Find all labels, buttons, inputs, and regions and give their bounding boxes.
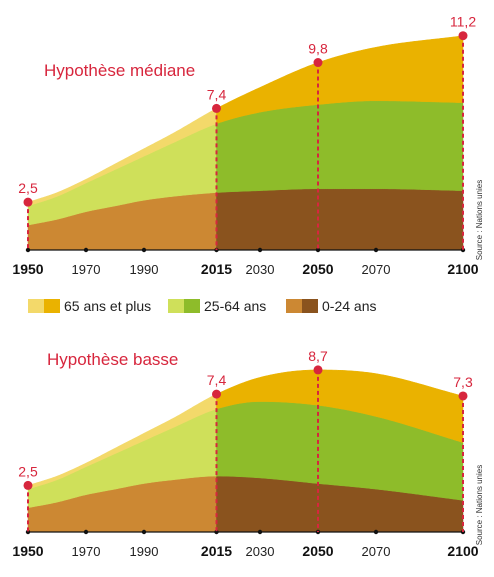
value-marker-dot (212, 103, 221, 113)
x-tick-dot (257, 247, 263, 253)
x-tick-label: 1970 (72, 262, 101, 277)
value-label: 9,8 (308, 41, 328, 57)
legend: 65 ans et plus 25-64 ans 0-24 ans (28, 298, 376, 314)
source-note: Source : Nations unies (475, 465, 484, 546)
chart-median: 1950 1970 1990 2015 2030 2050 2070 2100 2,5 7,4 9,… (12, 14, 484, 277)
legend-label: 0-24 ans (322, 298, 376, 314)
legend-label: 65 ans et plus (64, 298, 151, 314)
area-young-projection (216, 188, 464, 251)
value-label: 2,5 (18, 463, 38, 479)
value-marker-dot (458, 31, 468, 41)
x-tick-dot (373, 529, 379, 535)
x-tick-dot (25, 247, 31, 253)
x-tick-label: 2050 (302, 261, 333, 277)
x-tick-label: 2015 (201, 261, 232, 277)
x-tick-label: 2015 (201, 543, 232, 559)
x-tick-label: 1970 (72, 544, 101, 559)
area-old-projection (216, 369, 464, 443)
source-note: Source : Nations unies (475, 180, 484, 261)
value-label: 7,4 (207, 86, 227, 102)
value-label: 8,7 (308, 348, 328, 364)
legend-swatch-25-64-light (168, 299, 184, 313)
x-tick-dot (83, 247, 89, 253)
x-tick-dot (257, 529, 263, 535)
x-tick-dot (214, 529, 219, 535)
value-marker-dot (23, 197, 33, 207)
x-tick-dot (315, 247, 321, 253)
value-marker-dot (212, 389, 221, 399)
x-tick-label: 2030 (246, 262, 275, 277)
x-tick-label: 2050 (302, 543, 333, 559)
x-tick-label: 1990 (130, 544, 159, 559)
value-marker-dot (313, 365, 323, 375)
chart-title: Hypothèse médiane (44, 61, 195, 80)
x-tick-label: 2100 (447, 543, 478, 559)
x-tick-label: 1950 (12, 543, 43, 559)
value-marker-dot (313, 58, 323, 68)
x-tick-label: 2070 (362, 544, 391, 559)
value-label: 2,5 (18, 180, 38, 196)
x-tick-dot (83, 529, 89, 535)
x-tick-dot (460, 247, 466, 253)
chart-title: Hypothèse basse (47, 350, 178, 369)
x-tick-label: 2100 (447, 261, 478, 277)
x-tick-dot (373, 247, 379, 253)
legend-label: 25-64 ans (204, 298, 266, 314)
legend-swatch-0-24-light (286, 299, 302, 313)
value-label: 11,2 (450, 14, 476, 30)
value-label: 7,4 (207, 372, 227, 388)
legend-swatch-65-plus-light (28, 299, 44, 313)
chart-low: 1950 1970 1990 2015 2030 2050 2070 2100 2,5 7,4 8,… (12, 348, 484, 559)
legend-swatch-65-plus-dark (44, 299, 60, 313)
x-tick-label: 1950 (12, 261, 43, 277)
legend-swatch-25-64-dark (184, 299, 200, 313)
value-marker-dot (458, 391, 468, 401)
x-tick-dot (141, 247, 147, 253)
value-label: 7,3 (453, 374, 473, 390)
x-tick-label: 2070 (362, 262, 391, 277)
x-tick-dot (141, 529, 147, 535)
x-tick-label: 2030 (246, 544, 275, 559)
area-mid-projection (216, 100, 464, 193)
x-tick-label: 1990 (130, 262, 159, 277)
legend-swatch-0-24-dark (302, 299, 318, 313)
value-marker-dot (23, 480, 33, 490)
x-tick-dot (25, 529, 31, 535)
